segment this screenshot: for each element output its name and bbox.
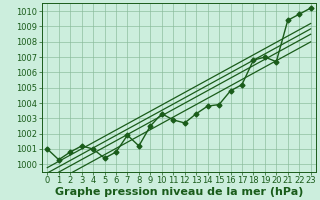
X-axis label: Graphe pression niveau de la mer (hPa): Graphe pression niveau de la mer (hPa) — [55, 187, 303, 197]
